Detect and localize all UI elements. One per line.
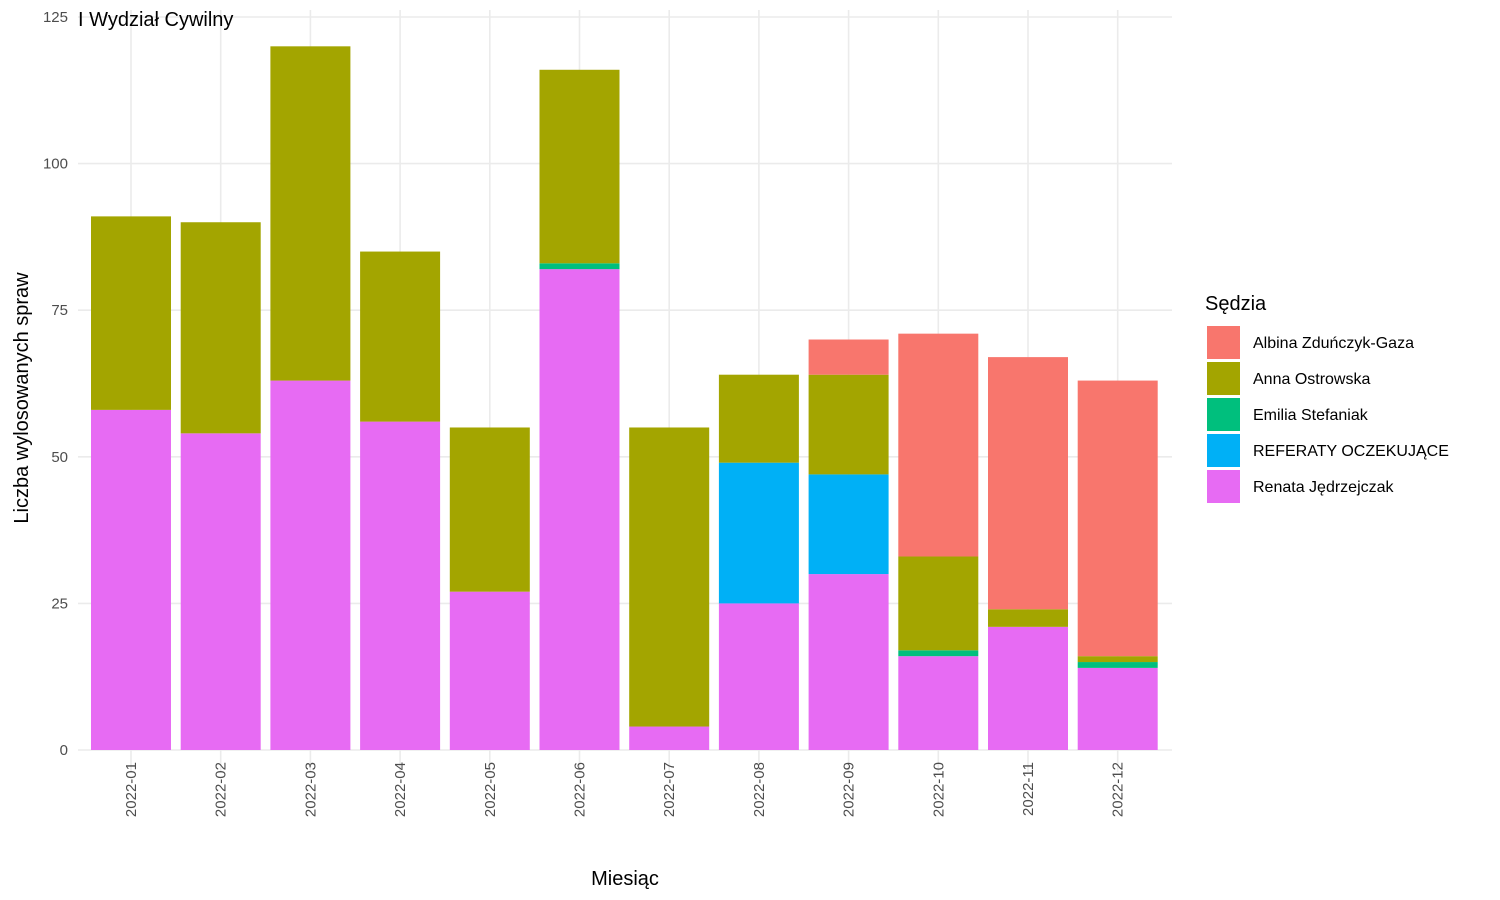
x-tick-label: 2022-06 [572, 762, 589, 817]
bar-segment [270, 380, 351, 750]
x-axis-ticks: 2022-01 2022-02 2022-03 2022-04 2022-05 2022-… [123, 762, 1127, 817]
y-tick-label: 75 [51, 302, 68, 319]
legend-swatch [1207, 362, 1240, 395]
bar-segment [808, 574, 889, 750]
y-tick-label: 100 [43, 156, 68, 173]
bar-segment [718, 603, 799, 750]
bar-segment [718, 374, 799, 463]
bar-segment [808, 374, 889, 475]
legend-swatch [1207, 398, 1240, 431]
legend-label: Albina Zduńczyk-Gaza [1253, 335, 1414, 352]
legend-swatch [1207, 434, 1240, 467]
legend: Sędzia Albina Zduńczyk-Gaza Anna Ostrowsk… [1205, 293, 1449, 503]
y-axis-title: Liczba wylosowanych spraw [11, 272, 33, 524]
bar-segment [1077, 656, 1158, 663]
x-axis-title: Miesiąc [591, 868, 659, 890]
x-tick-label: 2022-12 [1110, 762, 1127, 817]
x-tick-label: 2022-02 [213, 762, 230, 817]
bar-segment [180, 222, 261, 434]
legend-label: REFERATY OCZEKUJĄCE [1253, 443, 1449, 460]
legend-label: Emilia Stefaniak [1253, 407, 1369, 424]
legend-title: Sędzia [1205, 293, 1267, 315]
y-tick-label: 0 [60, 742, 68, 759]
bar-segment [360, 421, 441, 750]
bar-segment [629, 726, 710, 750]
bar-segment [898, 556, 979, 651]
bar-segment [808, 474, 889, 575]
bar-segment [539, 269, 620, 750]
bar-segment [449, 591, 530, 750]
y-tick-label: 25 [51, 595, 68, 612]
bar-segment [270, 46, 351, 381]
x-tick-label: 2022-11 [1020, 762, 1037, 816]
bar-segment [91, 409, 171, 750]
bar-segment [1077, 380, 1158, 657]
bar-segment [360, 251, 441, 422]
bar-segment [988, 609, 1068, 627]
bar-segment [629, 427, 710, 727]
x-tick-label: 2022-01 [123, 762, 140, 817]
bar-segment [718, 462, 799, 604]
legend-label: Anna Ostrowska [1253, 371, 1370, 388]
legend-swatch [1207, 470, 1240, 503]
bar-segment [539, 263, 620, 270]
bar-segment [449, 427, 530, 592]
x-tick-label: 2022-05 [482, 762, 499, 817]
bar-segment [1077, 662, 1158, 668]
bar-segment [898, 650, 979, 657]
bar-segment [988, 626, 1068, 750]
y-tick-label: 50 [51, 449, 68, 466]
bar-segment [91, 216, 171, 410]
bar-segment [898, 656, 979, 750]
x-tick-label: 2022-07 [661, 762, 678, 817]
bar-segment [539, 69, 620, 264]
bar-segment [898, 333, 979, 557]
bar-segment [1077, 667, 1158, 750]
x-tick-label: 2022-08 [751, 762, 768, 817]
y-axis-ticks: 0 25 50 75 100 125 [43, 9, 68, 759]
y-tick-label: 125 [43, 9, 68, 26]
x-tick-label: 2022-04 [392, 762, 409, 817]
bar-segment [180, 433, 261, 750]
legend-swatch [1207, 326, 1240, 359]
chart-title: I Wydział Cywilny [78, 9, 233, 31]
bars [91, 46, 1158, 750]
x-tick-label: 2022-10 [930, 762, 947, 817]
x-tick-label: 2022-03 [302, 762, 319, 817]
x-tick-label: 2022-09 [841, 762, 858, 817]
bar-segment [988, 357, 1068, 610]
legend-label: Renata Jędrzejczak [1253, 479, 1395, 496]
bar-segment [808, 339, 889, 375]
